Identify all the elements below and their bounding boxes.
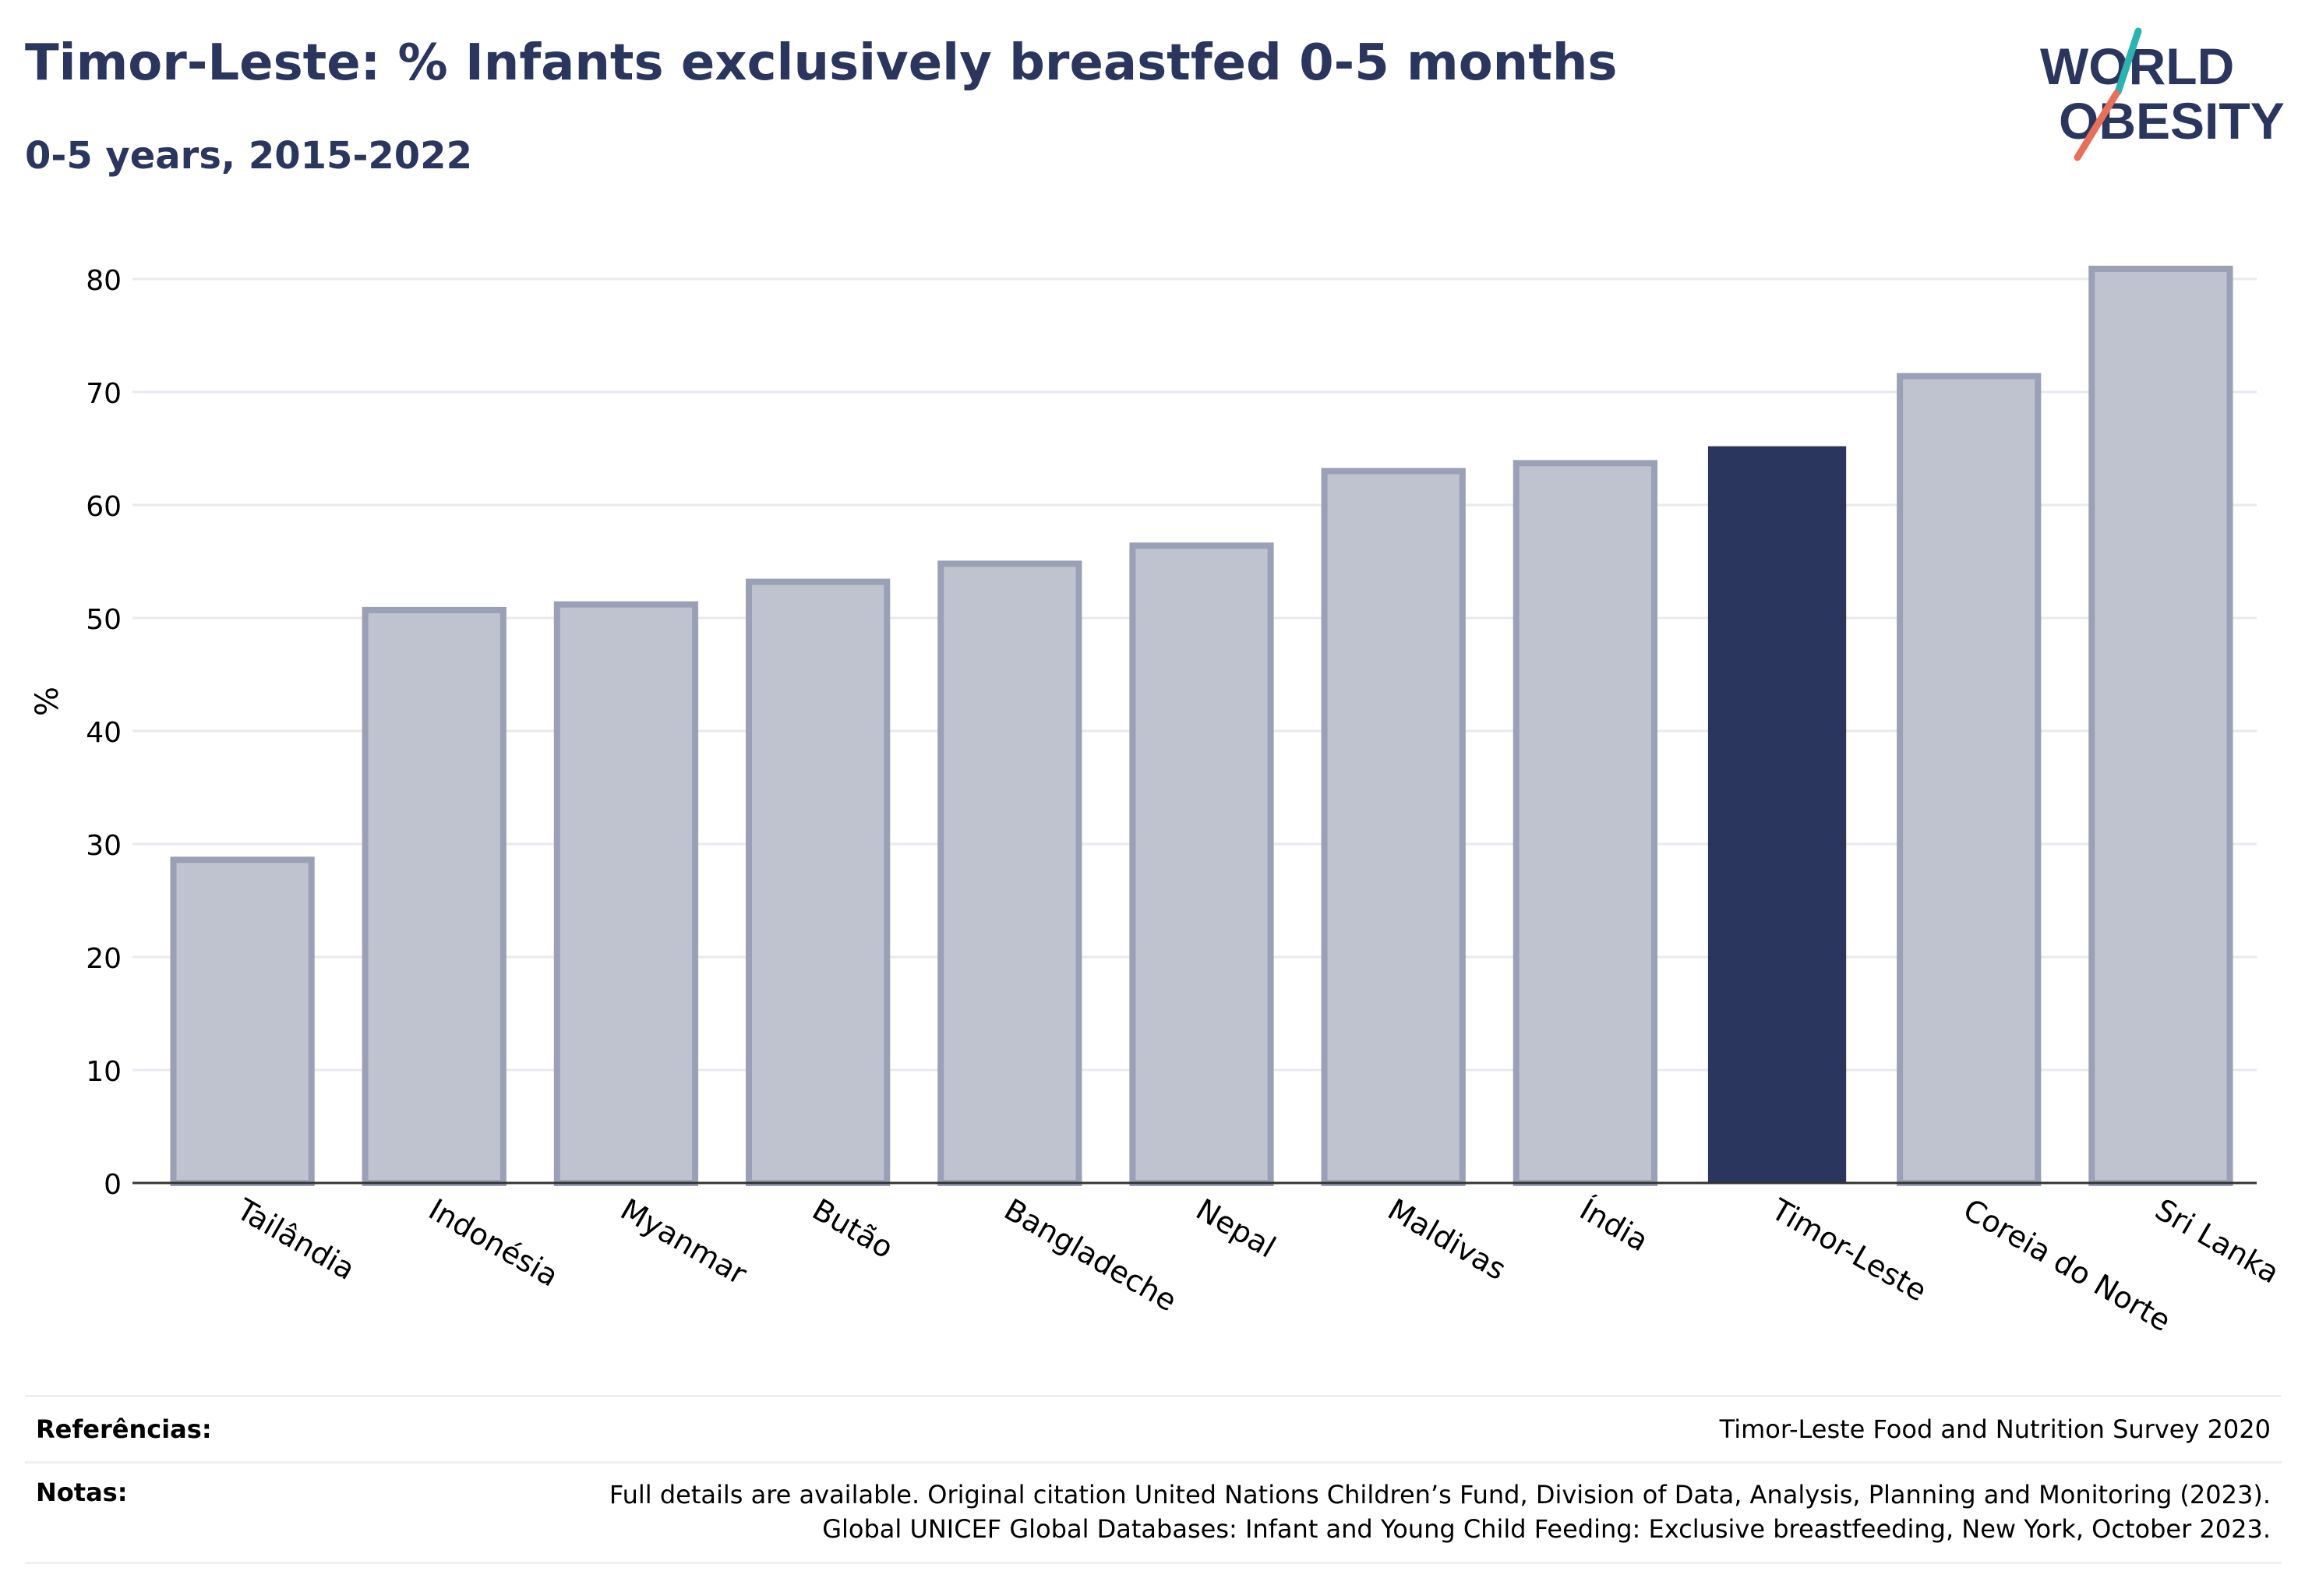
y-tick-label: 80 <box>86 265 122 297</box>
bar <box>1897 373 2042 1187</box>
bar <box>553 601 699 1186</box>
y-tick-label: 60 <box>86 491 122 523</box>
bar <box>362 606 507 1186</box>
bar-highlight <box>1707 446 1847 1183</box>
bar <box>1129 542 1274 1186</box>
x-tick-label: Timor-Leste <box>1765 1192 1933 1308</box>
x-tick-label: Coreia do Norte <box>1957 1192 2176 1339</box>
x-tick-label: Myanmar <box>615 1192 753 1292</box>
x-tick-label: Sri Lanka <box>2149 1192 2285 1291</box>
x-tick-label: Nepal <box>1191 1192 1282 1265</box>
logo-slash-coral <box>2074 90 2120 161</box>
bar <box>1513 460 1657 1186</box>
references-row: Referências: Timor-Leste Food and Nutrit… <box>25 1395 2282 1461</box>
bar <box>170 856 315 1187</box>
bar-chart: 0 10 20 30 40 50 60 70 80 Tailândia Indonésia Myanm… <box>30 265 2285 1339</box>
bar <box>2088 265 2233 1187</box>
y-tick-label: 30 <box>86 830 122 862</box>
x-tick-label: Índia <box>1574 1192 1654 1259</box>
y-tick-label: 50 <box>86 604 122 636</box>
x-tick-label: Tailândia <box>231 1192 361 1287</box>
notes-label: Notas: <box>36 1478 128 1507</box>
chart-title: Timor-Leste: % Infants exclusively breas… <box>25 34 1618 92</box>
bar <box>746 578 891 1186</box>
y-tick-label: 70 <box>86 378 122 410</box>
references-table: Referências: Timor-Leste Food and Nutrit… <box>25 1395 2282 1564</box>
notes-line-2: Global UNICEF Global Databases: Infant a… <box>822 1514 2271 1544</box>
chart-subtitle: 0-5 years, 2015-2022 <box>25 134 472 178</box>
notes-row: Notas: Full details are available. Origi… <box>25 1461 2282 1564</box>
x-tick-label: Butão <box>807 1192 899 1266</box>
y-tick-label: 10 <box>86 1056 122 1088</box>
references-value: Timor-Leste Food and Nutrition Survey 20… <box>1719 1414 2271 1444</box>
y-tick-label: 20 <box>86 943 122 975</box>
bar-layer <box>170 265 2233 1187</box>
y-tick-label: 0 <box>104 1169 122 1201</box>
x-tick-label: Indonésia <box>423 1192 564 1294</box>
world-obesity-logo: WORLD OBESITY <box>2040 27 2285 161</box>
x-tick-label: Bangladeche <box>998 1192 1182 1319</box>
x-tick-label: Maldivas <box>1382 1192 1513 1287</box>
references-label: Referências: <box>36 1414 212 1444</box>
bar <box>937 560 1082 1186</box>
bar <box>1321 468 1466 1186</box>
notes-line-1: Full details are available. Original cit… <box>609 1480 2271 1509</box>
y-tick-label: 40 <box>86 717 122 749</box>
logo-text-world: WORLD <box>2040 37 2234 95</box>
y-axis-label: % <box>30 687 65 716</box>
logo-slash-teal <box>2114 27 2142 96</box>
